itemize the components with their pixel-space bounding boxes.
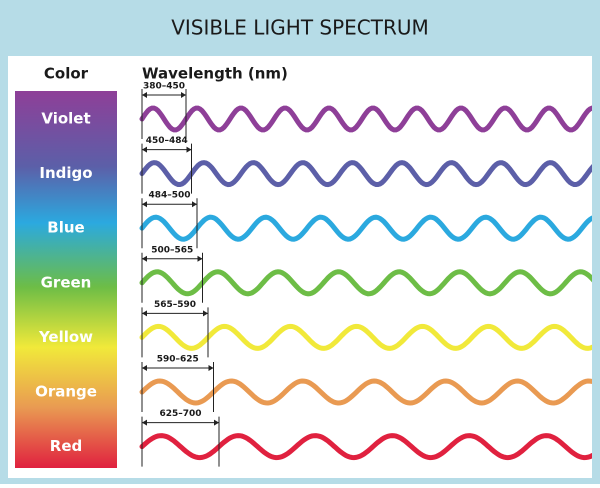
color-name: Orange (35, 383, 97, 401)
color-header: Color (44, 65, 89, 83)
color-name: Violet (41, 110, 90, 128)
wave (139, 323, 592, 351)
range-label: 590–625 (157, 355, 199, 365)
wave (139, 378, 592, 406)
range-label: 625–700 (159, 409, 201, 419)
color-name: Green (41, 273, 92, 291)
arrow-head (142, 92, 186, 98)
color-name: Blue (47, 219, 84, 237)
range-label: 565–590 (154, 300, 196, 310)
title: VISIBLE LIGHT SPECTRUM (171, 16, 429, 40)
wave (139, 214, 592, 242)
wave (139, 433, 592, 461)
color-name: Indigo (39, 164, 92, 182)
wave (139, 160, 592, 188)
color-name: Red (50, 437, 82, 455)
range-label: 380–450 (143, 82, 185, 92)
color-name: Yellow (38, 328, 93, 346)
range-label: 484–500 (148, 191, 190, 201)
range-label: 450–484 (146, 136, 188, 146)
rows: 380–450 450–484 484–500 500–565 565–590 590–6… (139, 82, 592, 467)
range-label: 500–565 (151, 245, 193, 255)
wave (139, 269, 592, 297)
wave (139, 105, 592, 133)
spectrum-bar (15, 91, 117, 468)
arrow-head (142, 146, 192, 153)
wavelength-header: Wavelength (nm) (142, 65, 288, 83)
